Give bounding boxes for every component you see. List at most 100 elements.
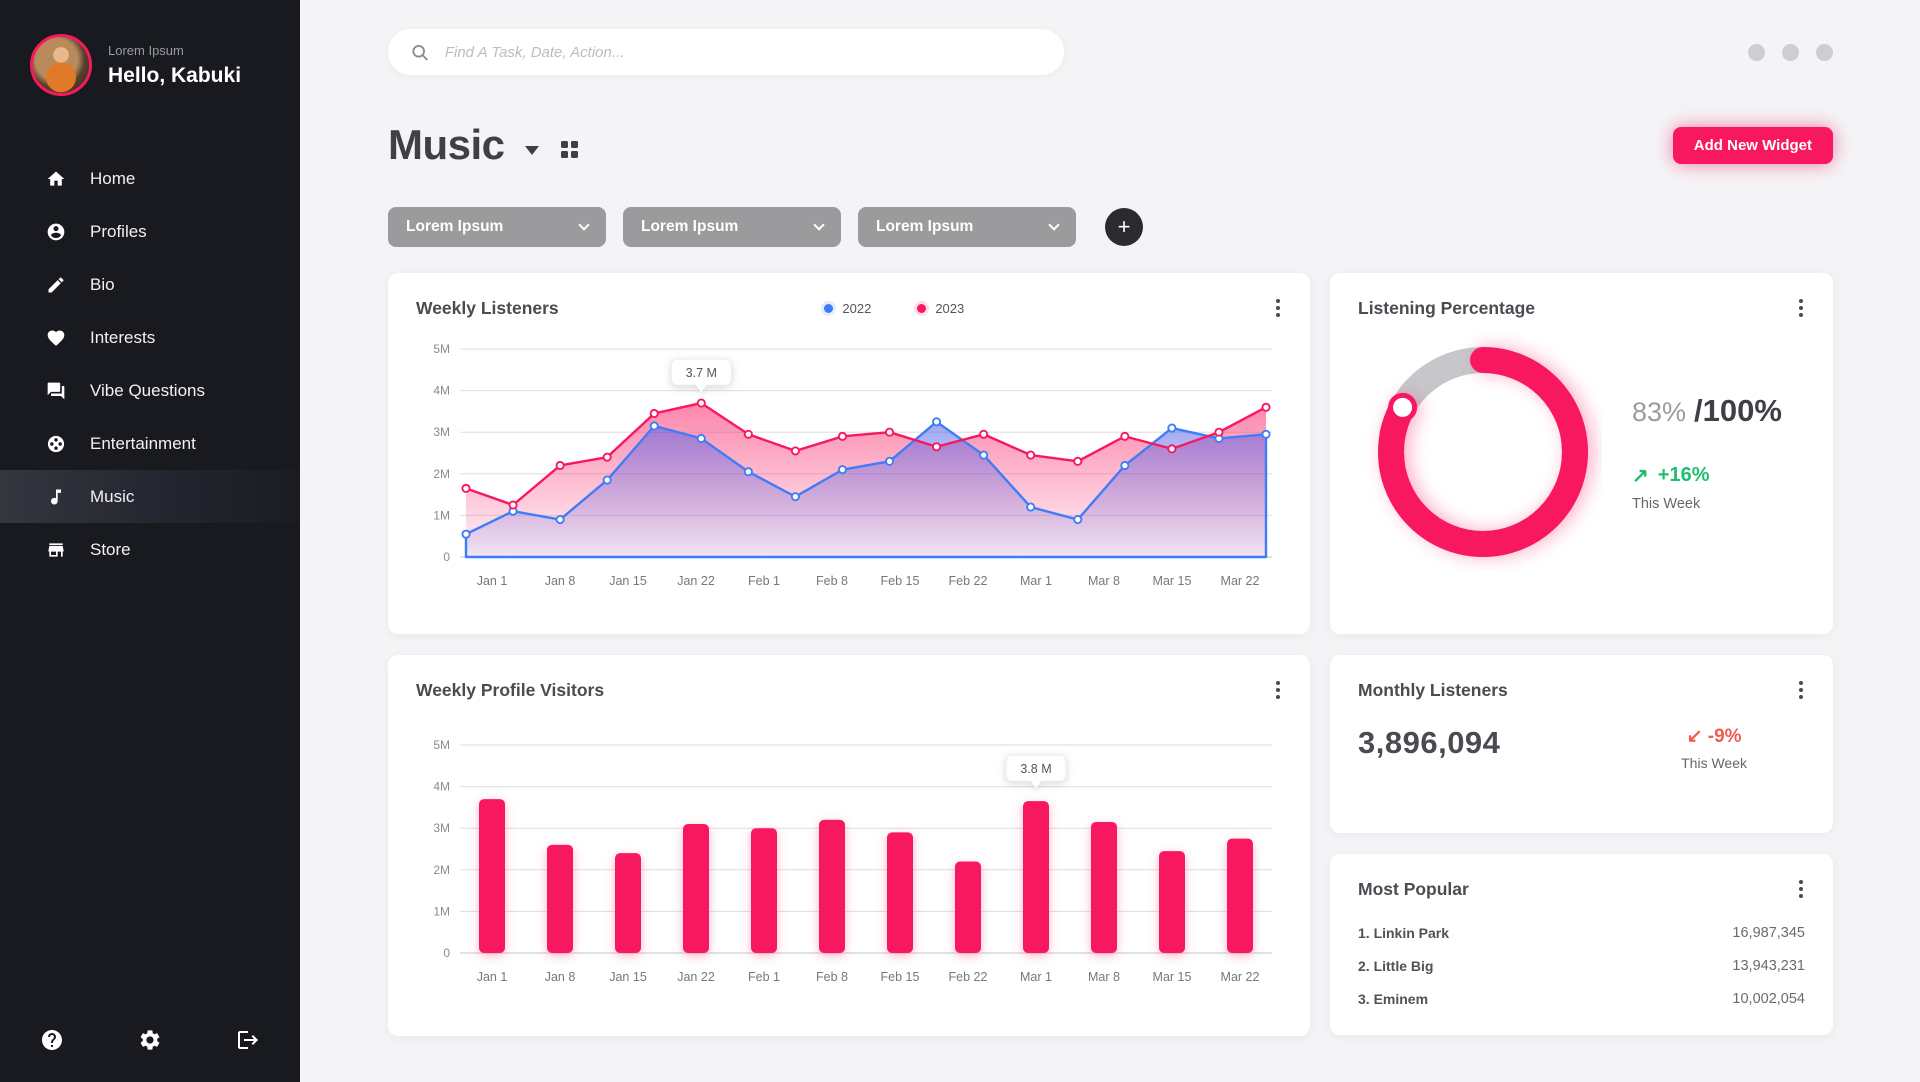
sidebar-item-home[interactable]: Home bbox=[0, 152, 300, 205]
movie-reel-icon bbox=[47, 435, 65, 452]
change-period: This Week bbox=[1632, 495, 1701, 512]
listening-percentage-donut[interactable] bbox=[1364, 333, 1602, 571]
add-filter-button[interactable]: + bbox=[1105, 208, 1143, 246]
profile-block: Lorem Ipsum Hello, Kabuki bbox=[0, 0, 300, 96]
pencil-icon bbox=[48, 276, 64, 292]
donut-progress-arc bbox=[1378, 347, 1588, 557]
svg-text:Feb 1: Feb 1 bbox=[748, 970, 780, 984]
sidebar-item-entertainment[interactable]: Entertainment bbox=[0, 417, 300, 470]
store-icon bbox=[48, 542, 64, 557]
logout-icon[interactable] bbox=[236, 1028, 260, 1052]
svg-text:Feb 1: Feb 1 bbox=[748, 574, 780, 588]
heart-icon bbox=[47, 330, 65, 346]
sidebar-item-vibe-questions[interactable]: Vibe Questions bbox=[0, 364, 300, 417]
svg-text:1M: 1M bbox=[433, 508, 450, 522]
svg-text:5M: 5M bbox=[433, 342, 450, 356]
svg-text:Jan 8: Jan 8 bbox=[545, 970, 576, 984]
svg-text:Feb 8: Feb 8 bbox=[816, 970, 848, 984]
listening-percentage-card: Listening Percentage 83% /100% bbox=[1330, 273, 1833, 634]
change-value: -9% bbox=[1707, 726, 1742, 747]
sidebar-item-store[interactable]: Store bbox=[0, 523, 300, 576]
sidebar-item-label: Home bbox=[90, 168, 136, 188]
svg-text:Mar 1: Mar 1 bbox=[1020, 970, 1052, 984]
window-dot[interactable] bbox=[1816, 43, 1833, 61]
filter-dropdown-3[interactable]: Lorem Ipsum bbox=[858, 207, 1076, 247]
sidebar-nav: Home Profiles Bio Interests Vibe Questio… bbox=[0, 152, 300, 576]
most-popular-card: Most Popular 1. Linkin Park 16,987,345 2… bbox=[1330, 854, 1833, 1035]
main-content: Music Add New Widget Lorem Ipsum Lorem I… bbox=[300, 0, 1920, 1082]
change-period: This Week bbox=[1681, 755, 1747, 771]
legend-dot-icon bbox=[917, 303, 927, 313]
search-bar[interactable] bbox=[388, 29, 1064, 75]
svg-text:3M: 3M bbox=[433, 821, 450, 835]
sidebar-item-profiles[interactable]: Profiles bbox=[0, 205, 300, 258]
svg-text:1M: 1M bbox=[433, 904, 450, 918]
window-dot[interactable] bbox=[1782, 43, 1799, 61]
donut-handle[interactable] bbox=[1388, 392, 1418, 422]
change-value: +16% bbox=[1657, 463, 1710, 486]
svg-text:Feb 22: Feb 22 bbox=[949, 970, 988, 984]
window-dot[interactable] bbox=[1748, 43, 1765, 61]
avatar[interactable] bbox=[30, 34, 92, 96]
chevron-down-icon bbox=[1048, 219, 1060, 231]
svg-text:3.8 M: 3.8 M bbox=[1020, 762, 1051, 776]
svg-text:Jan 15: Jan 15 bbox=[609, 970, 647, 984]
kebab-menu-icon[interactable] bbox=[1274, 679, 1282, 701]
trend-down-icon: ↙ bbox=[1686, 726, 1703, 747]
home-icon bbox=[47, 171, 65, 186]
svg-text:Feb 15: Feb 15 bbox=[881, 970, 920, 984]
sidebar-item-music[interactable]: Music bbox=[0, 470, 300, 523]
legend-item-2023[interactable]: 2023 bbox=[917, 301, 964, 316]
list-item[interactable]: 1. Linkin Park 16,987,345 bbox=[1358, 924, 1805, 941]
sidebar-item-label: Interests bbox=[90, 327, 156, 347]
svg-text:0: 0 bbox=[443, 550, 450, 564]
chart-legend: 2022 2023 bbox=[824, 301, 964, 316]
weekly-profile-visitors-card: Weekly Profile Visitors 5M 4M 3M 2M 1M 0 Jan 1… bbox=[388, 655, 1310, 1036]
sidebar-item-label: Entertainment bbox=[90, 433, 196, 453]
chat-icon bbox=[47, 382, 65, 399]
card-title: Listening Percentage bbox=[1358, 297, 1535, 318]
kebab-menu-icon[interactable] bbox=[1797, 297, 1805, 319]
weekly-listeners-card: Weekly Listeners 2022 2023 5M 4M 3M 2M 1M 0 Ja bbox=[388, 273, 1310, 634]
filter-dropdown-1[interactable]: Lorem Ipsum bbox=[388, 207, 606, 247]
svg-text:Feb 8: Feb 8 bbox=[816, 574, 848, 588]
svg-text:0: 0 bbox=[443, 946, 450, 960]
list-item[interactable]: 3. Eminem 10,002,054 bbox=[1358, 990, 1805, 1007]
svg-text:2M: 2M bbox=[433, 863, 450, 877]
legend-dot-icon bbox=[824, 303, 834, 313]
weekly-profile-visitors-chart[interactable]: 5M 4M 3M 2M 1M 0 Jan 1 Jan 8 Jan 15 Jan 22 Feb 1 Fe… bbox=[416, 727, 1282, 989]
card-title: Monthly Listeners bbox=[1358, 679, 1508, 700]
filter-dropdown-2[interactable]: Lorem Ipsum bbox=[623, 207, 841, 247]
settings-icon[interactable] bbox=[138, 1028, 162, 1052]
svg-text:Feb 15: Feb 15 bbox=[881, 574, 920, 588]
percentage-total: /100% bbox=[1694, 392, 1782, 428]
kebab-menu-icon[interactable] bbox=[1797, 679, 1805, 701]
svg-text:Mar 8: Mar 8 bbox=[1088, 970, 1120, 984]
weekly-listeners-chart[interactable]: 5M 4M 3M 2M 1M 0 Jan 1 Jan 8 Jan 15 Jan 22 Feb 1 Fe… bbox=[416, 331, 1282, 593]
grid-view-icon[interactable] bbox=[560, 140, 578, 158]
window-dots bbox=[1748, 43, 1833, 61]
legend-item-2022[interactable]: 2022 bbox=[824, 301, 871, 316]
svg-text:Mar 22: Mar 22 bbox=[1221, 574, 1260, 588]
monthly-listeners-card: Monthly Listeners 3,896,094 ↙ -9% This W… bbox=[1330, 655, 1833, 833]
help-icon[interactable] bbox=[40, 1028, 64, 1052]
svg-text:3.7 M: 3.7 M bbox=[686, 366, 717, 380]
svg-text:Jan 8: Jan 8 bbox=[545, 574, 576, 588]
svg-text:Jan 22: Jan 22 bbox=[677, 574, 715, 588]
list-item[interactable]: 2. Little Big 13,943,231 bbox=[1358, 957, 1805, 974]
filters-row: Lorem Ipsum Lorem Ipsum Lorem Ipsum + bbox=[388, 207, 1833, 247]
add-new-widget-button[interactable]: Add New Widget bbox=[1672, 126, 1833, 164]
chevron-down-icon[interactable] bbox=[524, 145, 539, 155]
svg-text:Mar 22: Mar 22 bbox=[1221, 970, 1260, 984]
monthly-listeners-value: 3,896,094 bbox=[1358, 725, 1501, 760]
card-title: Weekly Listeners bbox=[416, 297, 559, 318]
most-popular-list: 1. Linkin Park 16,987,345 2. Little Big … bbox=[1358, 916, 1805, 1015]
sidebar-item-interests[interactable]: Interests bbox=[0, 311, 300, 364]
kebab-menu-icon[interactable] bbox=[1797, 878, 1805, 900]
sidebar-item-bio[interactable]: Bio bbox=[0, 258, 300, 311]
search-input[interactable] bbox=[444, 43, 1042, 61]
svg-text:4M: 4M bbox=[433, 384, 450, 398]
search-icon bbox=[412, 44, 429, 61]
sidebar-item-label: Bio bbox=[90, 274, 115, 294]
kebab-menu-icon[interactable] bbox=[1274, 297, 1282, 319]
